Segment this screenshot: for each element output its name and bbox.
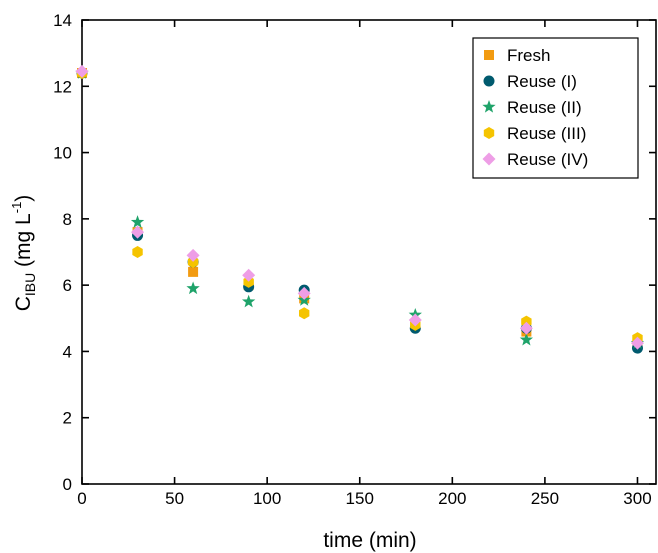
data-point xyxy=(131,225,145,239)
data-point xyxy=(242,268,256,282)
legend-label: Reuse (II) xyxy=(507,98,582,117)
x-tick-label: 50 xyxy=(165,489,184,508)
x-tick-label: 200 xyxy=(438,489,466,508)
data-point xyxy=(241,294,256,308)
data-point xyxy=(186,248,200,262)
y-axis-label-main: C xyxy=(12,296,35,311)
data-point xyxy=(519,321,533,335)
x-tick-label: 300 xyxy=(623,489,651,508)
legend-label: Reuse (I) xyxy=(507,72,577,91)
y-tick-label: 0 xyxy=(63,475,72,494)
data-point xyxy=(130,215,145,228)
y-axis-label-subscript: IBU xyxy=(22,273,38,296)
y-tick-label: 8 xyxy=(63,210,72,229)
y-axis-label-unit: (mg L xyxy=(12,213,35,273)
data-points xyxy=(75,64,645,354)
series-5 xyxy=(75,64,644,350)
legend-label: Fresh xyxy=(507,46,550,65)
y-tick-label: 10 xyxy=(53,144,72,163)
y-tick-label: 2 xyxy=(63,409,72,428)
legend-marker xyxy=(482,100,496,113)
legend-label: Reuse (III) xyxy=(507,124,586,143)
y-tick-label: 14 xyxy=(53,11,72,30)
y-tick-label: 4 xyxy=(63,342,72,361)
y-tick-label: 6 xyxy=(63,276,72,295)
y-axis-label: CIBU (mg L-1) xyxy=(9,195,38,312)
data-point xyxy=(519,332,534,346)
legend-marker xyxy=(483,75,495,87)
legend-marker xyxy=(482,152,496,166)
data-point xyxy=(297,286,311,300)
plot-frame xyxy=(81,19,657,485)
data-point xyxy=(630,336,644,350)
legend-box xyxy=(472,37,639,179)
y-axis-label-close: ) xyxy=(12,195,35,202)
x-tick-label: 150 xyxy=(346,489,374,508)
x-axis-label: time (min) xyxy=(323,529,416,552)
data-point xyxy=(408,313,422,327)
y-tick-label: 12 xyxy=(53,77,72,96)
data-point xyxy=(186,281,200,295)
legend-marker xyxy=(483,127,495,139)
data-point xyxy=(299,307,310,320)
legend-marker xyxy=(484,50,494,60)
x-tick-label: 100 xyxy=(253,489,281,508)
data-point xyxy=(188,266,199,277)
data-point xyxy=(75,64,89,78)
x-tick-label: 250 xyxy=(531,489,559,508)
x-tick-label: 0 xyxy=(77,489,86,508)
data-point xyxy=(132,246,143,258)
legend-label: Reuse (IV) xyxy=(507,150,588,169)
y-axis-label-superscript: -1 xyxy=(9,202,24,214)
legend: Fresh Reuse (I) Reuse (II) Reuse (III) Reuse… xyxy=(472,37,639,179)
plot-axes: 0 50 100 150 200 250 300 0 2 4 6 8 10 12 14 xyxy=(53,11,657,508)
